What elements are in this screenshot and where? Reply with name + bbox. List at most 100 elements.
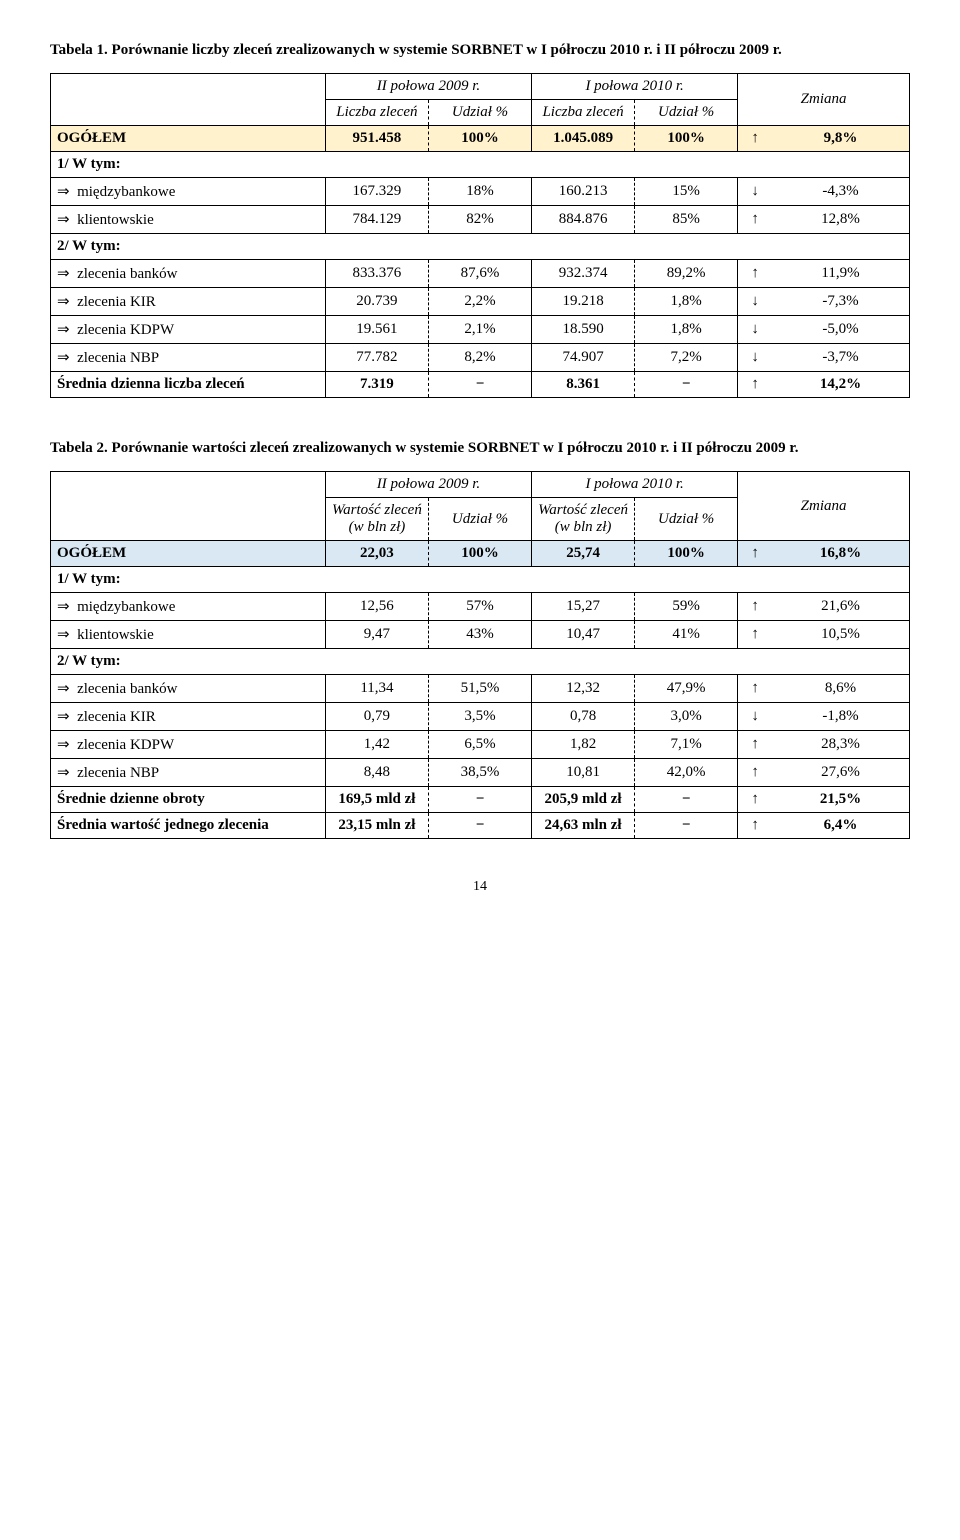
- table-row-label: klientowskie: [51, 206, 326, 234]
- cell: 20.739: [325, 288, 428, 316]
- cell: -3,7%: [772, 344, 909, 372]
- cell: 85%: [635, 206, 738, 234]
- cell: 100%: [635, 126, 738, 152]
- cell: 28,3%: [772, 731, 909, 759]
- cell: 22,03: [325, 541, 428, 567]
- col-a1: Liczba zleceń: [325, 100, 428, 126]
- blank-header: [51, 472, 326, 541]
- cell: 8,2%: [428, 344, 531, 372]
- cell: 1,8%: [635, 316, 738, 344]
- cell: 42,0%: [635, 759, 738, 787]
- table-row-label: zlecenia banków: [51, 675, 326, 703]
- arrow-icon: ↑: [738, 787, 772, 813]
- cell: 27,6%: [772, 759, 909, 787]
- cell: 951.458: [325, 126, 428, 152]
- table2: II połowa 2009 r. I połowa 2010 r. Zmian…: [50, 471, 910, 839]
- table-row-label: międzybankowe: [51, 593, 326, 621]
- cell: -5,0%: [772, 316, 909, 344]
- cell: 1,8%: [635, 288, 738, 316]
- cell: 16,8%: [772, 541, 909, 567]
- cell: 100%: [428, 126, 531, 152]
- footer-label: Średnia dzienna liczba zleceń: [51, 372, 326, 398]
- cell: 10,5%: [772, 621, 909, 649]
- arrow-icon: ↑: [738, 593, 772, 621]
- col-b1: Liczba zleceń: [532, 100, 635, 126]
- cell: 932.374: [532, 260, 635, 288]
- table-row-label: zlecenia KDPW: [51, 731, 326, 759]
- period-a-header: II połowa 2009 r.: [325, 74, 531, 100]
- caption-text: Tabela 2. Porównanie wartości zleceń zre…: [50, 440, 798, 456]
- cell: 11,9%: [772, 260, 909, 288]
- cell: 7,2%: [635, 344, 738, 372]
- cell: 21,6%: [772, 593, 909, 621]
- cell: 57%: [428, 593, 531, 621]
- cell: 14,2%: [772, 372, 909, 398]
- cell: 205,9 mld zł: [532, 787, 635, 813]
- cell: 19.561: [325, 316, 428, 344]
- cell: 167.329: [325, 178, 428, 206]
- table1: II połowa 2009 r. I połowa 2010 r. Zmian…: [50, 73, 910, 398]
- cell: 82%: [428, 206, 531, 234]
- caption-text: Tabela 1. Porównanie liczby zleceń zreal…: [50, 42, 782, 58]
- cell: -1,8%: [772, 703, 909, 731]
- section1-label: 1/ W tym:: [51, 567, 910, 593]
- change-header: Zmiana: [738, 472, 910, 541]
- cell: −: [428, 813, 531, 839]
- cell: 8.361: [532, 372, 635, 398]
- cell: 7.319: [325, 372, 428, 398]
- table1-caption: Tabela 1. Porównanie liczby zleceń zreal…: [50, 40, 910, 61]
- cell: -4,3%: [772, 178, 909, 206]
- section2-label: 2/ W tym:: [51, 234, 910, 260]
- cell: 100%: [635, 541, 738, 567]
- footer1-label: Średnie dzienne obroty: [51, 787, 326, 813]
- cell: 2,1%: [428, 316, 531, 344]
- cell: 43%: [428, 621, 531, 649]
- cell: 47,9%: [635, 675, 738, 703]
- col-b2: Udział %: [635, 100, 738, 126]
- cell: 15%: [635, 178, 738, 206]
- col-b1: Wartość zleceń (w bln zł): [532, 498, 635, 541]
- arrow-icon: ↑: [738, 541, 772, 567]
- cell: 160.213: [532, 178, 635, 206]
- cell: −: [635, 813, 738, 839]
- arrow-icon: ↓: [738, 703, 772, 731]
- cell: 9,8%: [772, 126, 909, 152]
- cell: 15,27: [532, 593, 635, 621]
- arrow-icon: ↑: [738, 126, 772, 152]
- cell: 74.907: [532, 344, 635, 372]
- cell: 2,2%: [428, 288, 531, 316]
- table-row-label: zlecenia NBP: [51, 759, 326, 787]
- cell: -7,3%: [772, 288, 909, 316]
- cell: 0,79: [325, 703, 428, 731]
- period-a-header: II połowa 2009 r.: [325, 472, 531, 498]
- cell: 9,47: [325, 621, 428, 649]
- cell: 59%: [635, 593, 738, 621]
- cell: 8,6%: [772, 675, 909, 703]
- arrow-icon: ↑: [738, 206, 772, 234]
- change-header: Zmiana: [738, 74, 910, 126]
- arrow-icon: ↑: [738, 759, 772, 787]
- cell: 833.376: [325, 260, 428, 288]
- cell: 1.045.089: [532, 126, 635, 152]
- col-b2: Udział %: [635, 498, 738, 541]
- arrow-icon: ↓: [738, 316, 772, 344]
- arrow-icon: ↑: [738, 260, 772, 288]
- cell: 18.590: [532, 316, 635, 344]
- cell: 10,81: [532, 759, 635, 787]
- table-row-label: zlecenia KIR: [51, 703, 326, 731]
- cell: 3,0%: [635, 703, 738, 731]
- page-number: 14: [50, 879, 910, 895]
- arrow-icon: ↓: [738, 288, 772, 316]
- cell: 784.129: [325, 206, 428, 234]
- arrow-icon: ↑: [738, 372, 772, 398]
- cell: 12,56: [325, 593, 428, 621]
- cell: 1,82: [532, 731, 635, 759]
- total-label: OGÓŁEM: [51, 126, 326, 152]
- section1-label: 1/ W tym:: [51, 152, 910, 178]
- blank-header: [51, 74, 326, 126]
- col-a2: Udział %: [428, 100, 531, 126]
- cell: 25,74: [532, 541, 635, 567]
- arrow-icon: ↑: [738, 675, 772, 703]
- table2-caption: Tabela 2. Porównanie wartości zleceń zre…: [50, 438, 910, 459]
- arrow-icon: ↓: [738, 344, 772, 372]
